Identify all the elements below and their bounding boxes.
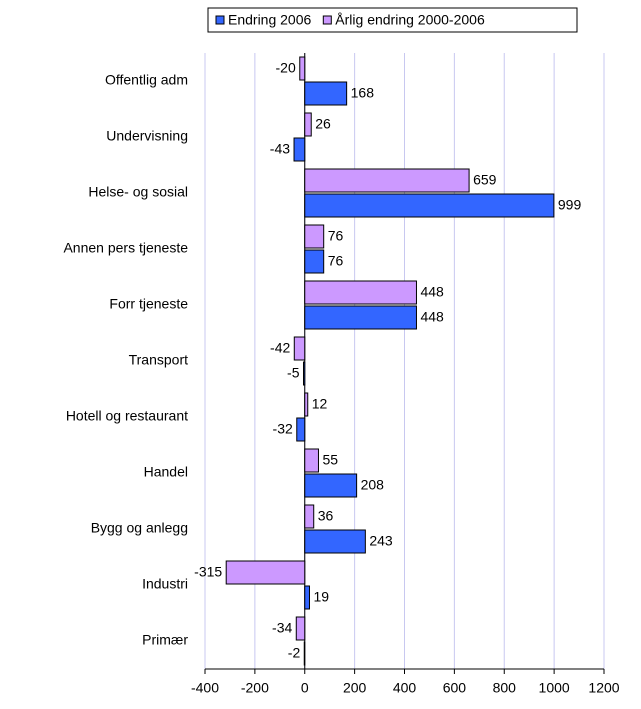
data-label: 26 [315,116,331,132]
bar [304,280,417,305]
bar [304,529,366,554]
data-label: -42 [270,340,290,356]
y-tick-label: Transport [129,352,189,368]
bar [303,641,306,666]
bar [304,81,348,106]
bar [304,224,325,249]
legend-box [207,7,578,33]
data-label: 448 [420,309,444,325]
data-label: -43 [270,141,290,157]
legend-swatch [215,15,225,25]
bar [293,336,306,361]
bar [296,417,306,442]
bar [304,168,470,193]
x-tick-label: -400 [191,680,219,696]
x-tick-label: 1000 [539,680,570,696]
data-label: 76 [328,228,344,244]
x-tick-label: 0 [301,680,309,696]
y-tick-label: Annen pers tjeneste [63,240,188,256]
bar [295,616,306,641]
grid: -400 -200 0 200 400 600 800 1000 1200 [191,53,620,696]
data-label: 55 [322,452,338,468]
bar [293,137,306,162]
bar [304,193,555,218]
y-tick-label: Primær [142,632,188,648]
bar [225,560,306,585]
bar [303,361,306,386]
bar [304,473,358,498]
bar [304,585,310,610]
data-label: -5 [287,365,300,381]
y-tick-label: Forr tjeneste [109,296,188,312]
data-label: 19 [313,589,329,605]
y-tick-label: Hotell og restaurant [66,408,188,424]
bar [304,392,309,417]
data-label: -32 [273,421,293,437]
data-label: 448 [420,284,444,300]
data-label: 168 [351,85,375,101]
data-label: 76 [328,253,344,269]
y-tick-label: Bygg og anlegg [91,520,188,536]
bar [299,56,306,81]
bar [304,112,312,137]
legend-swatch [322,15,332,25]
x-tick-label: 200 [343,680,367,696]
y-tick-label: Offentlig adm [105,72,188,88]
legend-label: Årlig endring 2000-2006 [335,12,485,28]
legend: Endring 2006 Årlig endring 2000-2006 [207,7,578,33]
y-tick-label: Undervisning [106,128,188,144]
data-label: 12 [312,396,328,412]
bar [304,249,325,274]
y-tick-label: Helse- og sosial [88,184,188,200]
legend-label: Endring 2006 [228,12,312,28]
data-label: 999 [558,197,582,213]
x-tick-label: 600 [443,680,467,696]
data-label: -34 [272,620,292,636]
data-label: -315 [194,564,222,580]
data-label: -2 [288,645,301,661]
x-tick-label: 1200 [588,680,619,696]
bar [304,448,319,473]
data-label: 36 [318,508,334,524]
bar [304,504,315,529]
data-label: 659 [473,172,497,188]
data-label: 208 [361,477,385,493]
x-tick-label: 800 [493,680,517,696]
y-tick-label: Handel [144,464,188,480]
x-tick-label: 400 [393,680,417,696]
x-tick-label: -200 [241,680,269,696]
y-tick-label: Industri [142,576,188,592]
data-label: -20 [276,60,296,76]
bars: Offentlig adm 168 -20 Undervisning -43 26 Hels… [63,56,582,666]
bar [304,305,417,330]
data-label: 243 [369,533,393,549]
